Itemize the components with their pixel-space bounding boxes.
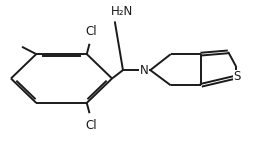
Text: Cl: Cl [85, 119, 97, 132]
Text: H₂N: H₂N [111, 5, 134, 18]
Text: Cl: Cl [85, 25, 97, 38]
Text: S: S [233, 71, 241, 83]
Text: N: N [140, 64, 149, 77]
